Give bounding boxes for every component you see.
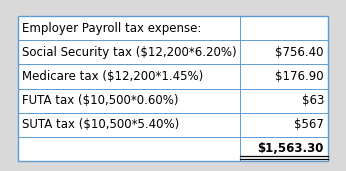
Text: FUTA tax ($10,500*0.60%): FUTA tax ($10,500*0.60%) (22, 94, 179, 107)
Bar (18, 16, 328, 161)
Text: Medicare tax ($12,200*1.45%): Medicare tax ($12,200*1.45%) (22, 70, 203, 83)
Text: SUTA tax ($10,500*5.40%): SUTA tax ($10,500*5.40%) (22, 118, 179, 131)
Text: Social Security tax ($12,200*6.20%): Social Security tax ($12,200*6.20%) (22, 46, 237, 59)
Text: $756.40: $756.40 (275, 46, 324, 59)
Bar (18, 16, 328, 161)
Text: $63: $63 (302, 94, 324, 107)
Text: Employer Payroll tax expense:: Employer Payroll tax expense: (22, 22, 201, 35)
Text: $176.90: $176.90 (275, 70, 324, 83)
Text: $567: $567 (294, 118, 324, 131)
Text: $1,563.30: $1,563.30 (258, 142, 324, 155)
